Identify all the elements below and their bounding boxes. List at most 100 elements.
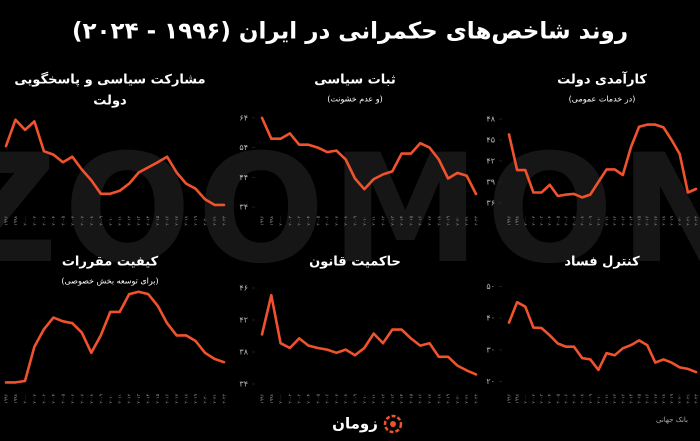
x-tick-label: ۲۰۱۴ — [400, 393, 405, 403]
x-tick-label: ۲۰۰۴ — [52, 393, 57, 403]
x-tick-label: ۲۰۱۴ — [147, 393, 152, 403]
x-tick-label: ۲۰۰۶ — [71, 394, 76, 404]
y-tick-label: ۴۰ — [486, 314, 495, 323]
x-tick-label: ۲۰۰۵ — [61, 215, 66, 225]
x-tick-label: ۲۰۰۶ — [564, 394, 569, 404]
x-tick-label: ۲۰۱۶ — [646, 394, 651, 404]
x-tick-label: ۲۰۱۵ — [409, 215, 414, 225]
x-tick-label: ۲۰۰۲ — [288, 215, 293, 225]
x-tick-label: ۲۰۰۹ — [99, 393, 104, 403]
x-tick-label: ۲۰۱۳ — [390, 215, 396, 225]
x-tick-label: ۲۰۲۱ — [213, 394, 218, 404]
x-tick-label: ۱۹۹۸ — [270, 393, 275, 403]
x-tick-label: ۲۰۱۳ — [136, 215, 142, 225]
y-tick-label: ۳۸ — [239, 348, 248, 357]
y-tick-label: ۳۰ — [486, 345, 495, 354]
x-tick-label: ۲۰۱۹ — [670, 215, 675, 225]
x-tick-label: ۲۰۰۵ — [316, 215, 321, 225]
x-tick-label: ۲۰۰۰ — [279, 394, 284, 404]
y-tick-label: ۶۴ — [239, 113, 248, 122]
x-tick-label: ۲۰۱۶ — [419, 216, 424, 226]
x-tick-label: ۲۰۲۱ — [465, 394, 470, 404]
x-tick-label: ۱۹۹۸ — [14, 393, 19, 403]
x-tick-label: ۱۹۹۶ — [261, 394, 266, 404]
watermark: ZOOMON — [0, 123, 700, 297]
panel-subtitle: (در خدمات عمومی) — [569, 95, 636, 104]
x-tick-label: ۲۰۰۳ — [539, 215, 545, 225]
x-tick-label: ۲۰۰۴ — [548, 393, 553, 403]
x-tick-label: ۲۰۱۷ — [175, 393, 180, 403]
panel-title: دولت — [93, 94, 127, 109]
panel-title: کارآمدی دولت — [557, 71, 647, 88]
x-tick-label: ۲۰۱۱ — [118, 216, 123, 226]
x-tick-label: ۲۰۰۴ — [307, 393, 312, 403]
x-tick-label: ۱۹۹۸ — [14, 215, 19, 225]
x-tick-label: ۲۰۱۸ — [437, 215, 442, 225]
x-tick-label: ۲۰۲۲ — [695, 215, 700, 225]
x-tick-label: ۲۰۱۳ — [136, 393, 142, 403]
x-tick-label: ۲۰۰۵ — [556, 215, 561, 225]
x-tick-label: ۲۰۰۸ — [344, 393, 349, 403]
x-tick-label: ۲۰۰۵ — [556, 393, 561, 403]
x-tick-label: ۲۰۰۹ — [99, 215, 104, 225]
brand: زومان — [332, 415, 378, 433]
x-tick-label: ۲۰۱۹ — [447, 393, 452, 403]
x-tick-label: ۲۰۰۴ — [52, 215, 57, 225]
x-tick-label: ۲۰۱۴ — [629, 215, 634, 225]
x-tick-label: ۲۰۱۱ — [372, 216, 377, 226]
y-tick-label: ۵۰ — [486, 282, 495, 291]
page-title: روند شاخص‌های حکمرانی در ایران (۱۹۹۶ - ۲… — [72, 19, 628, 45]
x-tick-label: ۱۹۹۶ — [508, 216, 513, 226]
x-tick-label: ۲۰۰۰ — [524, 216, 529, 226]
x-tick-label: ۲۰۰۳ — [297, 393, 303, 403]
x-tick-label: ۲۰۱۹ — [194, 215, 199, 225]
panel-title: کیفیت مقررات — [62, 255, 159, 270]
x-tick-label: ۲۰۱۶ — [419, 394, 424, 404]
x-tick-label: ۲۰۱۴ — [629, 393, 634, 403]
x-tick-label: ۲۰۱۲ — [381, 393, 386, 403]
x-tick-label: ۲۰۱۵ — [156, 393, 161, 403]
x-tick-label: ۲۰۰۳ — [539, 393, 545, 403]
x-tick-label: ۲۰۱۳ — [620, 215, 626, 225]
x-tick-label: ۲۰۰۴ — [548, 215, 553, 225]
data-line — [260, 293, 478, 376]
data-line — [507, 300, 698, 374]
y-tick-label: ۲۰ — [486, 377, 495, 386]
x-tick-label: ۲۰۱۹ — [194, 393, 199, 403]
data-line — [260, 116, 478, 196]
y-tick-label: ۳۴ — [239, 380, 248, 389]
y-tick-label: ۴۸ — [486, 115, 495, 124]
x-tick-label: ۲۰۱۱ — [605, 394, 610, 404]
x-tick-label: ۲۰۱۰ — [597, 216, 602, 226]
x-tick-label: ۲۰۲۱ — [213, 216, 218, 226]
x-tick-label: ۲۰۱۴ — [400, 215, 405, 225]
x-tick-label: ۲۰۰۷ — [335, 393, 340, 403]
x-tick-label: ۲۰۲۲ — [695, 393, 700, 403]
x-tick-label: ۲۰۱۰ — [109, 394, 114, 404]
x-tick-label: ۲۰۰۶ — [564, 216, 569, 226]
x-tick-label: ۲۰۱۸ — [662, 215, 667, 225]
data-line — [4, 290, 226, 384]
x-tick-label: ۲۰۰۲ — [33, 215, 38, 225]
x-tick-label: ۲۰۱۸ — [185, 215, 190, 225]
panel-title: مشارکت سیاسی و پاسخگویی — [14, 72, 205, 88]
x-tick-label: ۱۹۹۸ — [516, 393, 521, 403]
data-line — [4, 118, 226, 207]
x-tick-label: ۲۰۰۷ — [80, 393, 85, 403]
x-tick-label: ۱۹۹۶ — [5, 216, 10, 226]
x-tick-label: ۲۰۰۷ — [335, 215, 340, 225]
x-tick-label: ۲۰۰۷ — [573, 393, 578, 403]
x-tick-label: ۲۰۱۳ — [390, 393, 396, 403]
x-tick-label: ۱۹۹۶ — [508, 394, 513, 404]
x-tick-label: ۲۰۲۲ — [475, 215, 480, 225]
x-tick-label: ۲۰۲۲ — [223, 215, 228, 225]
panel-title: کنترل فساد — [564, 255, 640, 270]
x-tick-label: ۲۰۰۶ — [326, 216, 331, 226]
x-tick-label: ۲۰۱۸ — [185, 393, 190, 403]
y-tick-label: ۴۵ — [486, 136, 495, 145]
panel-title: ثبات سیاسی — [314, 73, 396, 88]
x-tick-label: ۱۹۹۶ — [5, 394, 10, 404]
x-tick-label: ۲۰۱۲ — [381, 215, 386, 225]
x-tick-label: ۲۰۱۷ — [654, 393, 659, 403]
